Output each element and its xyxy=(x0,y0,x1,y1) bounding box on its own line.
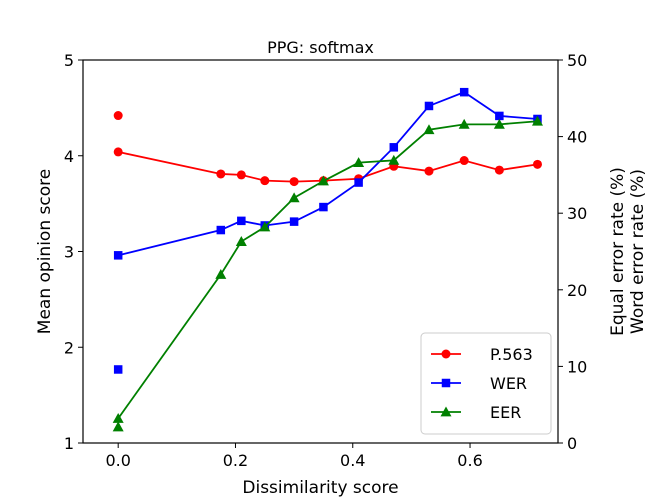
data-point-eer xyxy=(493,118,505,129)
y2-tick-label: 10 xyxy=(567,357,587,376)
extra-point-wer xyxy=(113,365,123,374)
y-axis-ticks: 1 2 3 4 5 xyxy=(64,51,83,453)
legend: P.563 WER EER xyxy=(420,332,552,435)
series-line-p-563 xyxy=(117,151,538,183)
legend-label-wer: WER xyxy=(490,374,527,393)
legend-box xyxy=(420,332,552,435)
legend-marker-p-563 xyxy=(441,349,451,359)
y-tick-label: 2 xyxy=(64,338,74,357)
data-point-wer xyxy=(424,101,434,111)
data-point-eer xyxy=(388,154,400,165)
data-point-p-563 xyxy=(494,165,504,175)
data-point-eer xyxy=(235,236,247,246)
data-point-eer xyxy=(112,412,124,423)
plot-marks xyxy=(112,87,543,432)
y2-tick-label: 30 xyxy=(567,204,587,223)
y2-tick-label: 20 xyxy=(567,281,587,300)
x-tick-label: 0.2 xyxy=(223,451,248,470)
data-point-p-563 xyxy=(424,166,434,176)
data-point-wer xyxy=(495,111,504,121)
data-point-p-563 xyxy=(260,176,270,186)
data-point-wer xyxy=(389,143,399,152)
data-point-wer xyxy=(319,202,328,212)
data-point-eer xyxy=(215,268,227,279)
legend-label-eer: EER xyxy=(490,403,521,422)
y-tick-label: 1 xyxy=(64,434,74,453)
x-axis-ticks: 0.0 0.2 0.4 0.6 xyxy=(105,443,483,470)
x-tick-label: 0.4 xyxy=(340,451,365,470)
x-axis-label: Dissimilarity score xyxy=(242,478,398,498)
y2-axis-label-wer: Word error rate (%) xyxy=(628,169,648,334)
data-point-wer xyxy=(216,225,226,235)
data-point-eer xyxy=(317,175,329,186)
x-tick-label: 0.6 xyxy=(457,451,482,470)
data-point-p-563 xyxy=(289,177,299,187)
y-tick-label: 4 xyxy=(64,147,74,166)
series-line-wer xyxy=(117,91,538,257)
data-point-eer xyxy=(353,157,365,168)
data-point-wer xyxy=(113,251,123,260)
y-tick-label: 3 xyxy=(64,243,74,262)
data-point-eer xyxy=(531,115,543,126)
series-line-eer xyxy=(117,120,538,420)
legend-label-p-563: P.563 xyxy=(490,345,533,364)
data-point-eer xyxy=(259,221,271,232)
y2-axis-label-eer: Equal error rate (%) xyxy=(608,167,628,336)
y-tick-label: 5 xyxy=(64,51,74,70)
data-point-eer xyxy=(458,118,470,129)
y-axis-label: Mean opinion score xyxy=(35,169,55,334)
data-point-wer xyxy=(459,87,469,97)
data-point-wer xyxy=(354,178,363,187)
data-point-eer xyxy=(423,124,435,135)
data-point-p-563 xyxy=(216,169,226,179)
data-point-p-563 xyxy=(236,170,246,180)
y2-tick-label: 40 xyxy=(567,128,587,147)
y2-tick-label: 0 xyxy=(567,434,577,453)
data-point-wer xyxy=(289,217,299,226)
x-tick-label: 0.0 xyxy=(105,451,130,470)
data-point-p-563 xyxy=(113,147,123,157)
data-point-p-563 xyxy=(532,159,542,169)
y2-tick-label: 50 xyxy=(567,51,587,70)
legend-marker-eer xyxy=(440,406,452,417)
y2-axis-ticks: 0 10 20 30 40 50 xyxy=(558,51,587,453)
data-point-eer xyxy=(288,192,300,203)
extra-point-eer xyxy=(112,421,124,432)
legend-marker-wer xyxy=(441,378,451,388)
data-point-wer xyxy=(237,216,246,226)
extra-point-p-563 xyxy=(113,111,123,121)
chart-title: PPG: softmax xyxy=(267,38,374,57)
data-point-p-563 xyxy=(459,156,469,166)
